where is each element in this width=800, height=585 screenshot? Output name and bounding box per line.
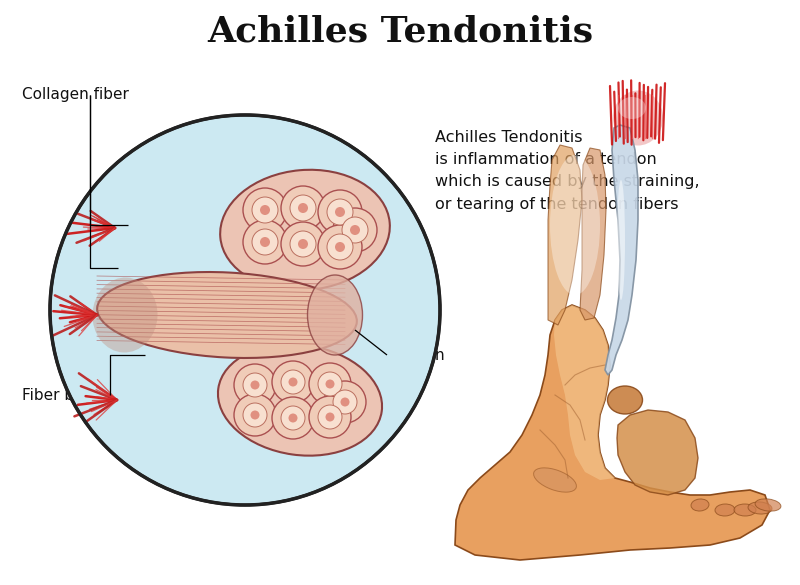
Circle shape — [342, 217, 368, 243]
Circle shape — [281, 406, 305, 430]
Circle shape — [260, 205, 270, 215]
Text: Collagen fiber: Collagen fiber — [22, 88, 129, 102]
Circle shape — [250, 411, 259, 419]
Circle shape — [289, 377, 298, 387]
Circle shape — [335, 207, 345, 217]
Ellipse shape — [715, 504, 735, 516]
Text: Achilles Tendonitis: Achilles Tendonitis — [207, 15, 593, 49]
Circle shape — [318, 190, 362, 234]
Circle shape — [290, 195, 316, 221]
Circle shape — [309, 363, 351, 405]
Circle shape — [289, 414, 298, 422]
Circle shape — [318, 405, 342, 429]
Ellipse shape — [307, 275, 362, 355]
Circle shape — [272, 397, 314, 439]
Circle shape — [327, 234, 353, 260]
Ellipse shape — [748, 502, 772, 514]
Circle shape — [281, 186, 325, 230]
Circle shape — [50, 115, 440, 505]
Circle shape — [252, 229, 278, 255]
Circle shape — [327, 199, 353, 225]
Ellipse shape — [613, 91, 663, 146]
Ellipse shape — [618, 97, 646, 119]
Circle shape — [333, 390, 357, 414]
Circle shape — [318, 372, 342, 396]
Text: Tendon: Tendon — [390, 347, 445, 363]
Ellipse shape — [93, 277, 158, 353]
Ellipse shape — [97, 272, 357, 358]
Circle shape — [260, 237, 270, 247]
Circle shape — [234, 364, 276, 406]
Circle shape — [281, 222, 325, 266]
Circle shape — [350, 225, 360, 235]
Circle shape — [281, 370, 305, 394]
Circle shape — [326, 380, 334, 388]
Ellipse shape — [550, 155, 600, 295]
Polygon shape — [580, 148, 606, 320]
Polygon shape — [605, 125, 638, 375]
Circle shape — [272, 361, 314, 403]
Ellipse shape — [220, 170, 390, 290]
Ellipse shape — [534, 468, 577, 492]
Polygon shape — [455, 305, 770, 560]
Circle shape — [335, 242, 345, 252]
Text: Fiber bundle: Fiber bundle — [22, 387, 117, 402]
Circle shape — [234, 394, 276, 436]
Circle shape — [243, 188, 287, 232]
Polygon shape — [617, 410, 698, 495]
Circle shape — [341, 397, 350, 407]
Polygon shape — [548, 145, 582, 325]
Text: Achilles Tendonitis
is inflammation of a tendon
which is caused by the straining: Achilles Tendonitis is inflammation of a… — [435, 130, 700, 212]
Ellipse shape — [755, 499, 781, 511]
Ellipse shape — [734, 504, 756, 516]
Circle shape — [290, 231, 316, 257]
Circle shape — [324, 381, 366, 423]
Circle shape — [298, 203, 308, 213]
Ellipse shape — [691, 499, 709, 511]
Ellipse shape — [617, 180, 625, 300]
Ellipse shape — [218, 345, 382, 456]
Circle shape — [250, 380, 259, 390]
Ellipse shape — [607, 386, 642, 414]
Circle shape — [326, 412, 334, 422]
Circle shape — [298, 239, 308, 249]
Circle shape — [243, 220, 287, 264]
Circle shape — [252, 197, 278, 223]
Circle shape — [333, 208, 377, 252]
Circle shape — [318, 225, 362, 269]
Polygon shape — [554, 305, 615, 480]
Circle shape — [309, 396, 351, 438]
Circle shape — [243, 373, 267, 397]
Circle shape — [243, 403, 267, 427]
